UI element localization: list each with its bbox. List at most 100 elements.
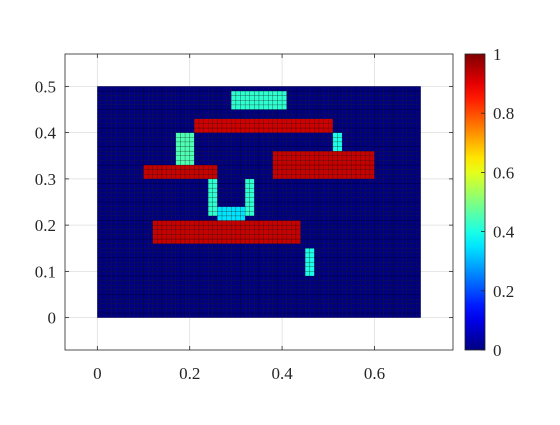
heatmap-cell <box>291 141 297 147</box>
heatmap-cell <box>323 261 329 267</box>
heatmap-cell <box>378 275 384 281</box>
heatmap-cell <box>332 303 338 309</box>
heatmap-cell <box>277 275 283 281</box>
heatmap-cell <box>198 174 204 180</box>
heatmap-cell <box>171 169 177 175</box>
heatmap-cell <box>369 187 375 193</box>
heatmap-cell <box>300 224 306 230</box>
heatmap-cell <box>351 211 357 217</box>
heatmap-cell <box>365 252 371 258</box>
heatmap-cell <box>268 127 274 133</box>
heatmap-cell <box>397 308 403 314</box>
heatmap-cell <box>351 303 357 309</box>
heatmap-cell <box>124 308 130 314</box>
heatmap-cell <box>235 298 241 304</box>
heatmap-cell <box>286 183 292 189</box>
heatmap-cell <box>272 113 278 119</box>
heatmap-cell <box>374 109 380 115</box>
heatmap-cell <box>369 95 375 101</box>
heatmap-cell <box>369 201 375 207</box>
heatmap-cell <box>415 201 421 207</box>
heatmap-cell <box>341 298 347 304</box>
heatmap-cell <box>263 132 269 138</box>
heatmap-cell <box>291 294 297 300</box>
heatmap-cell <box>415 150 421 156</box>
heatmap-cell <box>212 243 218 249</box>
heatmap-cell <box>111 127 116 133</box>
heatmap-cell <box>286 123 292 129</box>
heatmap-cell <box>286 280 292 286</box>
heatmap-cell <box>198 104 204 110</box>
heatmap-cell <box>406 266 412 272</box>
heatmap-cell <box>198 308 204 314</box>
heatmap-cell <box>332 238 338 244</box>
heatmap-cell <box>120 224 126 230</box>
heatmap-cell <box>147 289 153 295</box>
heatmap-cell <box>309 100 315 106</box>
heatmap-cell <box>272 266 278 272</box>
heatmap-cell <box>300 298 306 304</box>
heatmap-cell <box>378 127 384 133</box>
heatmap-cell <box>365 118 371 124</box>
heatmap-cell <box>249 150 255 156</box>
heatmap-cell <box>97 155 103 161</box>
heatmap-cell <box>175 312 181 318</box>
heatmap-cell <box>208 90 213 96</box>
heatmap-cell <box>341 178 347 184</box>
heatmap-cell <box>184 192 190 198</box>
heatmap-cell <box>323 289 329 295</box>
heatmap-cell <box>272 285 278 291</box>
heatmap-cell <box>115 86 121 92</box>
heatmap-cell <box>365 192 371 198</box>
heatmap-cell <box>235 100 241 106</box>
heatmap-cell <box>258 252 264 258</box>
heatmap-cell <box>346 178 352 184</box>
heatmap-cell <box>101 95 107 101</box>
heatmap-cell <box>106 197 112 203</box>
heatmap-cell <box>277 197 283 203</box>
heatmap-cell <box>388 155 394 161</box>
heatmap-cell <box>355 90 361 96</box>
heatmap-cell <box>194 298 200 304</box>
heatmap-cell <box>272 197 278 203</box>
heatmap-cell <box>203 266 209 272</box>
heatmap-cell <box>231 109 237 115</box>
heatmap-cell <box>286 164 292 170</box>
heatmap-cell <box>101 220 107 226</box>
heatmap-cell <box>208 146 213 152</box>
heatmap-cell <box>147 174 153 180</box>
heatmap-cell <box>134 127 140 133</box>
heatmap-cell <box>388 183 394 189</box>
heatmap-cell <box>406 271 412 277</box>
heatmap-cell <box>212 261 218 267</box>
heatmap-cell <box>138 298 144 304</box>
heatmap-cell <box>286 187 292 193</box>
heatmap-cell <box>184 224 190 230</box>
heatmap-cell <box>129 146 135 152</box>
heatmap-cell <box>411 113 417 119</box>
heatmap-cell <box>111 192 116 198</box>
heatmap-cell <box>254 266 260 272</box>
heatmap-cell <box>208 169 213 175</box>
heatmap-cell <box>138 234 144 240</box>
heatmap-cell <box>388 123 394 129</box>
heatmap-cell <box>397 280 403 286</box>
heatmap-cell <box>129 132 135 138</box>
heatmap-cell <box>143 285 149 291</box>
heatmap-cell <box>411 224 417 230</box>
heatmap-cell <box>221 312 227 318</box>
heatmap-cell <box>231 271 237 277</box>
heatmap-cell <box>392 164 398 170</box>
heatmap-cell <box>281 229 287 235</box>
heatmap-cell <box>369 298 375 304</box>
heatmap-cell <box>97 271 103 277</box>
heatmap-cell <box>305 141 310 147</box>
heatmap-cell <box>129 220 135 226</box>
heatmap-cell <box>161 294 167 300</box>
heatmap-cell <box>383 187 389 193</box>
heatmap-cell <box>212 178 218 184</box>
heatmap-cell <box>143 100 149 106</box>
heatmap-cell <box>388 100 394 106</box>
heatmap-cell <box>147 169 153 175</box>
heatmap-cell <box>198 257 204 263</box>
